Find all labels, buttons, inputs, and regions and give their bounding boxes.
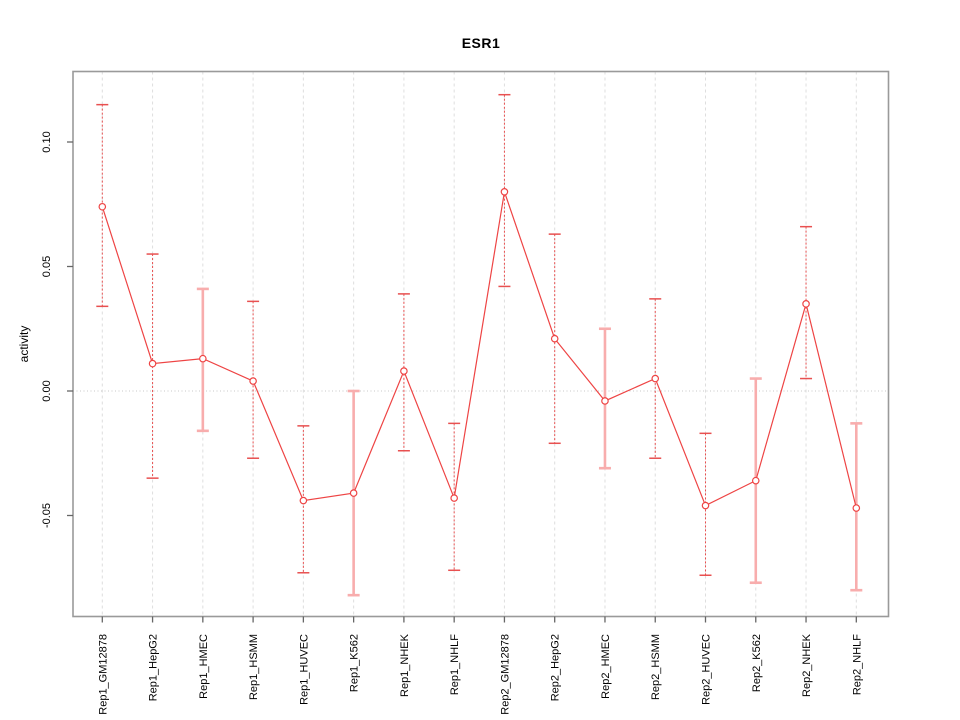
- y-tick-label: 0.10: [41, 131, 53, 152]
- plot-box: [72, 70, 890, 618]
- x-tick-label: Rep1_GM12878: [97, 634, 109, 715]
- data-point: [852, 504, 861, 512]
- data-point: [601, 397, 609, 405]
- data-point: [299, 496, 308, 505]
- y-tick-label: 0.00: [41, 380, 53, 401]
- data-point: [400, 367, 408, 375]
- data-point: [550, 334, 559, 343]
- data-point: [751, 476, 760, 485]
- data-point: [199, 354, 207, 363]
- data-point: [500, 188, 509, 196]
- y-tick-label: 0.05: [41, 256, 53, 277]
- data-point: [148, 359, 157, 368]
- x-tick-label: Rep2_NHLF: [851, 634, 863, 695]
- x-tick-label: Rep1_HMEC: [198, 634, 210, 699]
- x-tick-label: Rep2_NHEK: [801, 633, 813, 697]
- x-tick-label: Rep2_HepG2: [550, 634, 562, 701]
- y-tick-label: -0.05: [41, 503, 53, 528]
- series-line: [101, 191, 857, 509]
- x-tick-label: Rep2_K562: [751, 634, 763, 692]
- chart-title: ESR1: [461, 35, 501, 51]
- x-tick-label: Rep1_NHLF: [449, 634, 461, 695]
- x-tick-label: Rep1_HUVEC: [298, 634, 310, 705]
- x-tick-label: Rep1_HepG2: [148, 634, 160, 701]
- x-tick-label: Rep2_HMEC: [600, 634, 612, 699]
- x-tick-label: Rep1_K562: [349, 634, 361, 692]
- x-tick-label: Rep2_GM12878: [499, 634, 511, 715]
- data-point: [249, 377, 257, 385]
- data-point: [701, 501, 710, 510]
- data-point: [450, 494, 458, 502]
- x-tick-label: Rep1_HSMM: [248, 634, 260, 700]
- data-point: [349, 489, 358, 497]
- x-tick-label: Rep2_HSMM: [650, 634, 662, 700]
- data-point: [802, 300, 810, 308]
- x-tick-label: Rep2_HUVEC: [701, 634, 713, 705]
- x-tick-label: Rep1_NHEK: [399, 633, 411, 697]
- data-point: [98, 202, 107, 211]
- data-point: [651, 374, 660, 383]
